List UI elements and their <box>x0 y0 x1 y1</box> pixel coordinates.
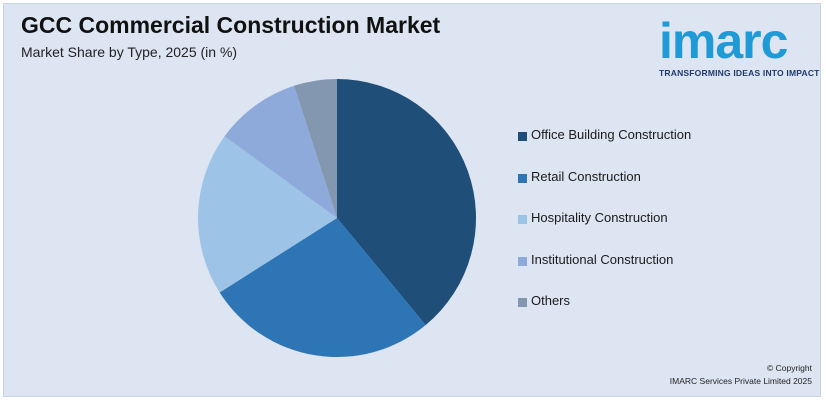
legend-swatch <box>518 298 527 307</box>
legend-label: Others <box>531 293 571 308</box>
pie-chart <box>198 79 477 357</box>
legend-label: Institutional Construction <box>531 251 674 267</box>
legend-swatch <box>518 215 527 224</box>
legend-item: Others <box>518 293 691 335</box>
pie-slice-retail-construction <box>219 218 426 357</box>
legend-item: Hospitality Construction <box>518 210 691 252</box>
chart-subtitle: Market Share by Type, 2025 (in %) <box>21 44 238 60</box>
imarc-logo: imarc TRANSFORMING IDEAS INTO IMPACT <box>659 8 819 80</box>
legend-item: Office Building Construction <box>518 127 691 169</box>
pie-slice-institutional-construction <box>224 85 337 218</box>
legend-swatch <box>518 132 527 141</box>
logo-tagline: TRANSFORMING IDEAS INTO IMPACT <box>659 68 820 78</box>
pie-slice-others <box>294 79 337 218</box>
legend-item: Institutional Construction <box>518 252 691 294</box>
chart-legend: Office Building Construction Retail Const… <box>518 127 691 335</box>
legend-label: Office Building Construction <box>531 127 692 142</box>
pie-slice-hospitality-construction <box>198 136 337 293</box>
logo-wordmark: imarc <box>659 13 788 69</box>
legend-swatch <box>518 173 527 183</box>
legend-swatch <box>518 256 527 266</box>
copyright-line-1: © Copyright <box>766 363 812 373</box>
legend-item: Retail Construction <box>518 169 691 211</box>
legend-label: Hospitality Construction <box>531 210 668 225</box>
pie-slice-office-building-construction <box>337 79 477 326</box>
copyright-line-2: IMARC Services Private Limited 2025 <box>669 376 812 386</box>
copyright-notice: © Copyright IMARC Services Private Limit… <box>670 362 812 388</box>
legend-label: Retail Construction <box>531 168 641 184</box>
chart-title: GCC Commercial Construction Market <box>21 12 441 38</box>
